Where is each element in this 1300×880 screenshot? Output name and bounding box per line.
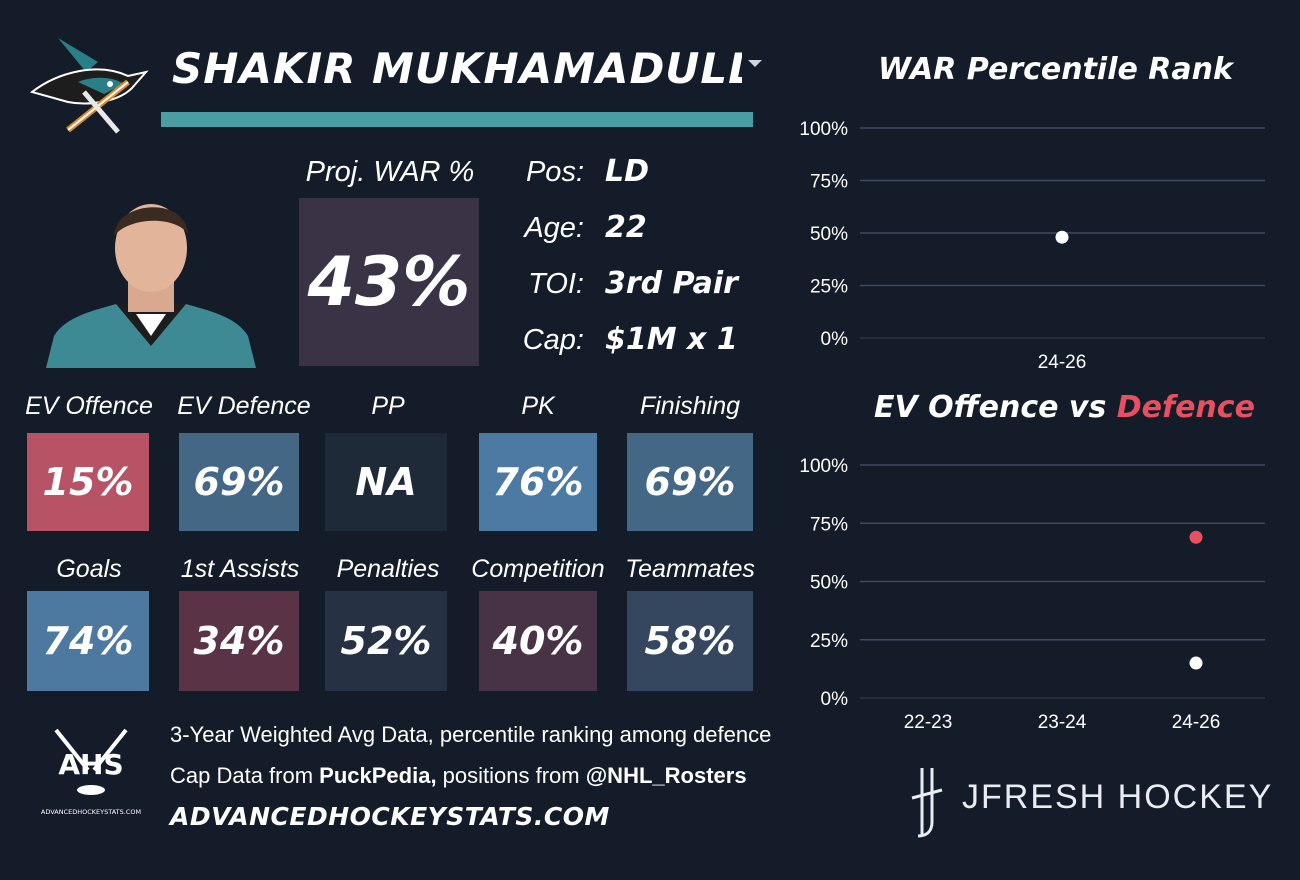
data-point (1189, 656, 1203, 670)
footer-sources-middle: positions from (436, 763, 586, 788)
site-url-link[interactable]: ADVANCEDHOCKEYSTATS.COM (170, 802, 610, 831)
tile-pp: NA (325, 433, 447, 531)
info-label-toi: TOI: (528, 268, 584, 300)
footer-sources: Cap Data from PuckPedia, positions from … (170, 763, 747, 789)
x-tick-label: 24-26 (1038, 352, 1087, 373)
jfresh-hockey-brand: JFRESH HOCKEY (962, 778, 1274, 816)
y-tick-label: 100% (799, 456, 848, 477)
tile-goals: 74% (27, 591, 149, 691)
tile-competition: 40% (479, 591, 597, 691)
data-point (1055, 230, 1069, 244)
tile-label-goals: Goals (56, 555, 122, 583)
ev-chart-title: EV Offence vs Defence (874, 390, 1255, 425)
y-tick-label: 75% (810, 172, 848, 193)
tile-label-ev-offence: EV Offence (25, 392, 153, 420)
info-label-pos: Pos: (525, 156, 584, 188)
tile-ev-offence: 15% (27, 433, 149, 531)
x-tick-label: 23-24 (1038, 712, 1087, 733)
info-value-age: 22 (605, 210, 647, 245)
y-tick-label: 50% (810, 573, 848, 594)
x-tick-label: 24-26 (1172, 712, 1221, 733)
tile-label-pp: PP (371, 392, 405, 420)
y-tick-label: 75% (810, 514, 848, 535)
tile-teammates: 58% (627, 591, 753, 691)
tile-ev-defence: 69% (179, 433, 299, 531)
tile-label-teammates: Teammates (625, 555, 755, 583)
proj-war-label: Proj. WAR % (305, 156, 475, 188)
info-label-cap: Cap: (522, 324, 584, 356)
team-logo-icon (29, 38, 149, 134)
tile-first-assists: 34% (179, 591, 299, 691)
tile-label-finishing: Finishing (639, 392, 741, 420)
info-label-age: Age: (524, 212, 584, 244)
ev-chart-title-offence: EV Offence vs (874, 390, 1117, 425)
ahs-logo-icon: AHS ADVANCEDHOCKEYSTATS.COM (41, 728, 141, 816)
ev-offence-defence-chart: 0% 25% 50% 75% 100% 22-23 23-24 24-26 (799, 456, 1265, 733)
svg-text:ADVANCEDHOCKEYSTATS.COM: ADVANCEDHOCKEYSTATS.COM (41, 808, 141, 816)
proj-war-value: 43% (299, 198, 479, 366)
info-value-pos: LD (605, 154, 650, 189)
footer-note: 3-Year Weighted Avg Data, percentile ran… (170, 722, 772, 747)
tile-label-competition: Competition (471, 555, 605, 583)
y-tick-label: 25% (810, 631, 848, 652)
info-value-toi: 3rd Pair (605, 266, 738, 301)
nhl-rosters-link[interactable]: @NHL_Rosters (585, 763, 747, 788)
war-percentile-chart: 0% 25% 50% 75% 100% 24-26 (799, 119, 1265, 373)
tile-pk: 76% (479, 433, 597, 531)
footer-sources-prefix: Cap Data from (170, 763, 320, 788)
y-tick-label: 25% (810, 277, 848, 298)
y-tick-label: 100% (799, 119, 848, 140)
chevron-down-icon[interactable] (748, 60, 762, 67)
svg-text:AHS: AHS (58, 748, 123, 781)
player-name: SHAKIR MUKHAMADULLIN (172, 44, 742, 93)
x-tick-label: 22-23 (904, 712, 953, 733)
war-chart-title: WAR Percentile Rank (878, 52, 1233, 87)
tile-label-penalties: Penalties (336, 555, 440, 583)
y-tick-label: 50% (810, 224, 848, 245)
y-tick-label: 0% (821, 689, 849, 710)
tile-label-first-assists: 1st Assists (180, 555, 300, 583)
jfresh-logo-icon (911, 768, 943, 838)
name-underline (161, 112, 753, 127)
puckpedia-link[interactable]: PuckPedia, (319, 763, 437, 788)
tile-finishing: 69% (627, 433, 753, 531)
tile-label-pk: PK (521, 392, 555, 420)
ev-chart-title-defence: Defence (1116, 390, 1255, 425)
y-tick-label: 0% (821, 329, 849, 350)
player-photo (46, 204, 256, 368)
data-point (1189, 530, 1203, 544)
tile-label-ev-defence: EV Defence (177, 392, 311, 420)
tile-penalties: 52% (325, 591, 447, 691)
info-value-cap: $1M x 1 (605, 322, 738, 357)
